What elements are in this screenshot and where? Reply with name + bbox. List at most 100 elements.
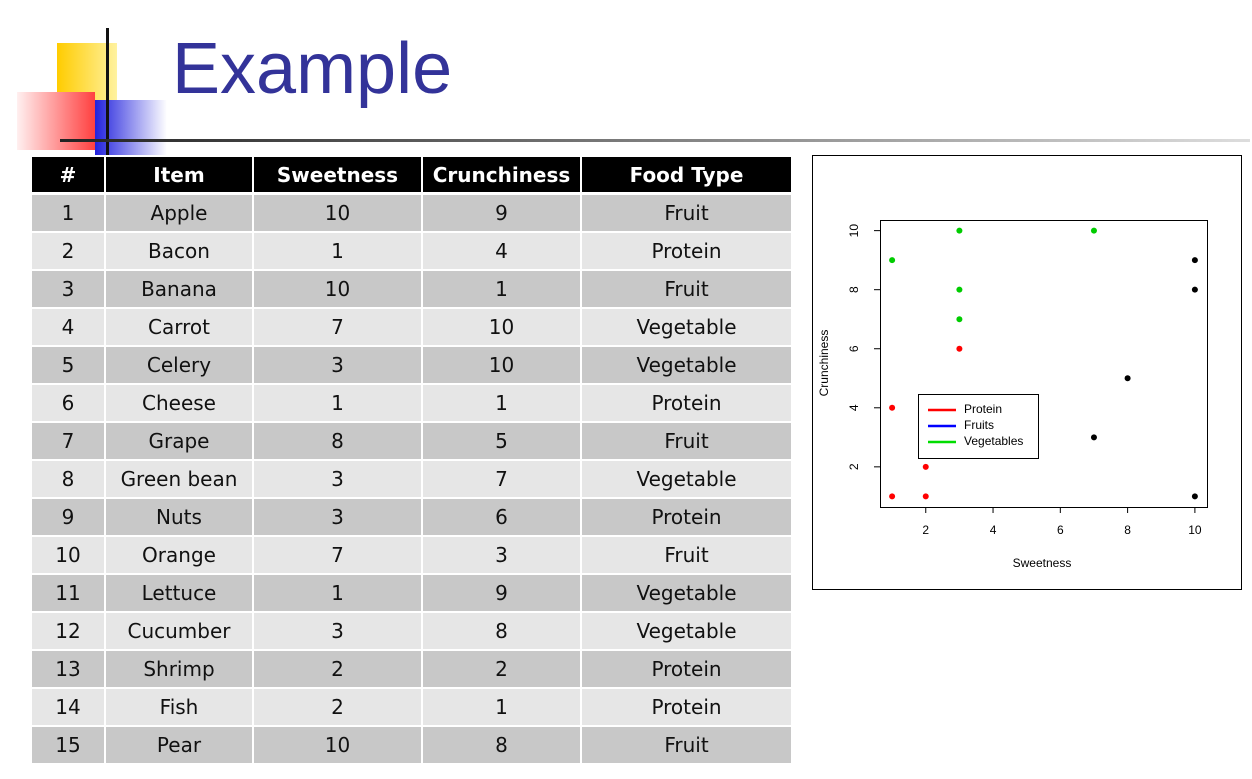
table-cell: 1 [254, 575, 421, 611]
table-cell: 10 [254, 727, 421, 763]
table-cell: 3 [254, 499, 421, 535]
table-cell: 10 [254, 195, 421, 231]
table-cell: 8 [423, 613, 580, 649]
y-tick-label: 8 [847, 286, 861, 293]
table-cell: 7 [423, 461, 580, 497]
table-cell: Fruit [582, 727, 791, 763]
table-cell: Apple [106, 195, 252, 231]
table-cell: 7 [254, 537, 421, 573]
legend-label: Vegetables [964, 434, 1023, 448]
header-cell: Food Type [582, 157, 791, 192]
table-cell: 10 [423, 347, 580, 383]
title: Example [172, 29, 453, 109]
table-cell: 2 [32, 233, 104, 269]
table-cell: 3 [423, 537, 580, 573]
table-cell: Orange [106, 537, 252, 573]
table-cell: 4 [32, 309, 104, 345]
table-cell: Lettuce [106, 575, 252, 611]
table-cell: Protein [582, 651, 791, 687]
header-cell: # [32, 157, 104, 192]
table-cell: 12 [32, 613, 104, 649]
table-cell: 7 [32, 423, 104, 459]
header-cell: Item [106, 157, 252, 192]
point [956, 286, 963, 293]
point [889, 493, 896, 500]
table-cell: 10 [254, 271, 421, 307]
point [889, 257, 896, 264]
table-cell: Bacon [106, 233, 252, 269]
point [1191, 257, 1198, 264]
table-cell: Protein [582, 689, 791, 725]
table-cell: Protein [582, 385, 791, 421]
table-cell: Pear [106, 727, 252, 763]
table-cell: Nuts [106, 499, 252, 535]
table-cell: 3 [254, 461, 421, 497]
table-cell: Cucumber [106, 613, 252, 649]
table-cell: 10 [32, 537, 104, 573]
deco-vline [106, 28, 109, 155]
table-cell: Green bean [106, 461, 252, 497]
header-cell: Sweetness [254, 157, 421, 192]
table-cell: 14 [32, 689, 104, 725]
table-cell: Vegetable [582, 347, 791, 383]
table-cell: Fruit [582, 271, 791, 307]
table-cell: 13 [32, 651, 104, 687]
table-cell: 1 [423, 385, 580, 421]
deco-hline [60, 139, 1250, 142]
table-cell: Vegetable [582, 575, 791, 611]
point [889, 404, 896, 411]
table-cell: 3 [32, 271, 104, 307]
table-cell: 15 [32, 727, 104, 763]
x-axis-label: Sweetness [1013, 556, 1072, 570]
table-cell: Shrimp [106, 651, 252, 687]
table-cell: 1 [254, 233, 421, 269]
table-cell: 2 [254, 651, 421, 687]
point [956, 345, 963, 352]
x-tick-label: 4 [990, 523, 997, 537]
point [922, 493, 929, 500]
table-cell: Fruit [582, 423, 791, 459]
y-tick-label: 6 [847, 345, 861, 352]
x-tick-label: 2 [922, 523, 929, 537]
chart-frame [812, 155, 1242, 590]
table-cell: 8 [32, 461, 104, 497]
table-cell: 3 [254, 347, 421, 383]
y-tick-label: 10 [847, 224, 861, 238]
table-cell: Vegetable [582, 309, 791, 345]
table-cell: Protein [582, 499, 791, 535]
table-cell: Celery [106, 347, 252, 383]
point [1124, 375, 1131, 382]
table-cell: 6 [423, 499, 580, 535]
table-cell: 10 [423, 309, 580, 345]
table-cell: 1 [423, 271, 580, 307]
table-cell: 5 [32, 347, 104, 383]
x-tick-label: 10 [1188, 523, 1202, 537]
legend-label: Fruits [964, 418, 994, 432]
table-cell: 2 [423, 651, 580, 687]
table-cell: Vegetable [582, 613, 791, 649]
table-cell: 7 [254, 309, 421, 345]
table-cell: Protein [582, 233, 791, 269]
y-tick-label: 2 [847, 463, 861, 470]
table-cell: 9 [423, 575, 580, 611]
table-cell: Carrot [106, 309, 252, 345]
table-cell: Fish [106, 689, 252, 725]
table-cell: Banana [106, 271, 252, 307]
table-cell: 2 [254, 689, 421, 725]
table-cell: Cheese [106, 385, 252, 421]
table-cell: 5 [423, 423, 580, 459]
table-cell: 6 [32, 385, 104, 421]
table-cell: 8 [254, 423, 421, 459]
point [1191, 493, 1198, 500]
table-cell: Vegetable [582, 461, 791, 497]
table-cell: Fruit [582, 195, 791, 231]
header-cell: Crunchiness [423, 157, 580, 192]
table-cell: 1 [254, 385, 421, 421]
table-cell: 3 [254, 613, 421, 649]
point [1090, 227, 1097, 234]
point [956, 227, 963, 234]
table-cell: 1 [423, 689, 580, 725]
table-cell: Grape [106, 423, 252, 459]
y-tick-label: 4 [847, 404, 861, 411]
